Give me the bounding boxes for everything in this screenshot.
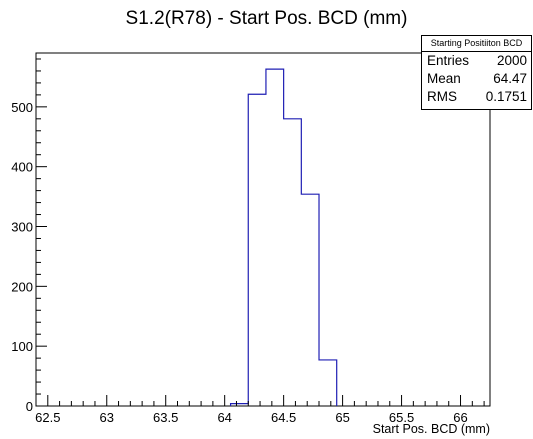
stats-row-entries: Entries 2000	[422, 52, 531, 70]
chart-title: S1.2(R78) - Start Pos. BCD (mm)	[125, 8, 408, 29]
stats-label: RMS	[427, 89, 457, 104]
x-tick-label: 65	[335, 410, 349, 425]
y-tick-label: 200	[11, 279, 33, 294]
stats-box: Starting Positiiton BCD Entries 2000 Mea…	[421, 35, 532, 110]
y-tick-label: 0	[26, 399, 33, 414]
histogram-bin	[319, 360, 337, 406]
x-axis-label: Start Pos. BCD (mm)	[373, 422, 490, 436]
y-tick-label: 300	[11, 220, 33, 235]
histogram-outline	[229, 68, 338, 406]
histogram-bin	[266, 69, 284, 406]
plot-frame	[35, 52, 491, 407]
stats-label: Entries	[427, 53, 470, 68]
x-tick-label: 62.5	[35, 410, 60, 425]
x-tick-label: 63.5	[153, 410, 178, 425]
stats-row-rms: RMS 0.1751	[422, 88, 531, 106]
y-tick-label: 400	[11, 160, 33, 175]
y-tick-label: 500	[11, 100, 33, 115]
stats-label: Mean	[427, 71, 461, 86]
x-tick-label: 64	[217, 410, 231, 425]
stats-value: 0.1751	[485, 89, 527, 104]
x-tick-label: 63	[100, 410, 114, 425]
histogram-bin	[231, 404, 249, 406]
stats-value: 2000	[496, 53, 527, 68]
stats-value: 64.47	[493, 71, 527, 86]
x-tick-label: 65.5	[389, 410, 414, 425]
x-tick-label: 64.5	[271, 410, 296, 425]
stats-row-mean: Mean 64.47	[422, 70, 531, 88]
x-tick-label: 66	[453, 410, 467, 425]
y-tick-label: 100	[11, 339, 33, 354]
histogram-bin	[301, 194, 319, 406]
histogram-bin	[284, 119, 302, 406]
histogram-bin	[248, 94, 266, 406]
stats-header: Starting Positiiton BCD	[422, 36, 531, 52]
